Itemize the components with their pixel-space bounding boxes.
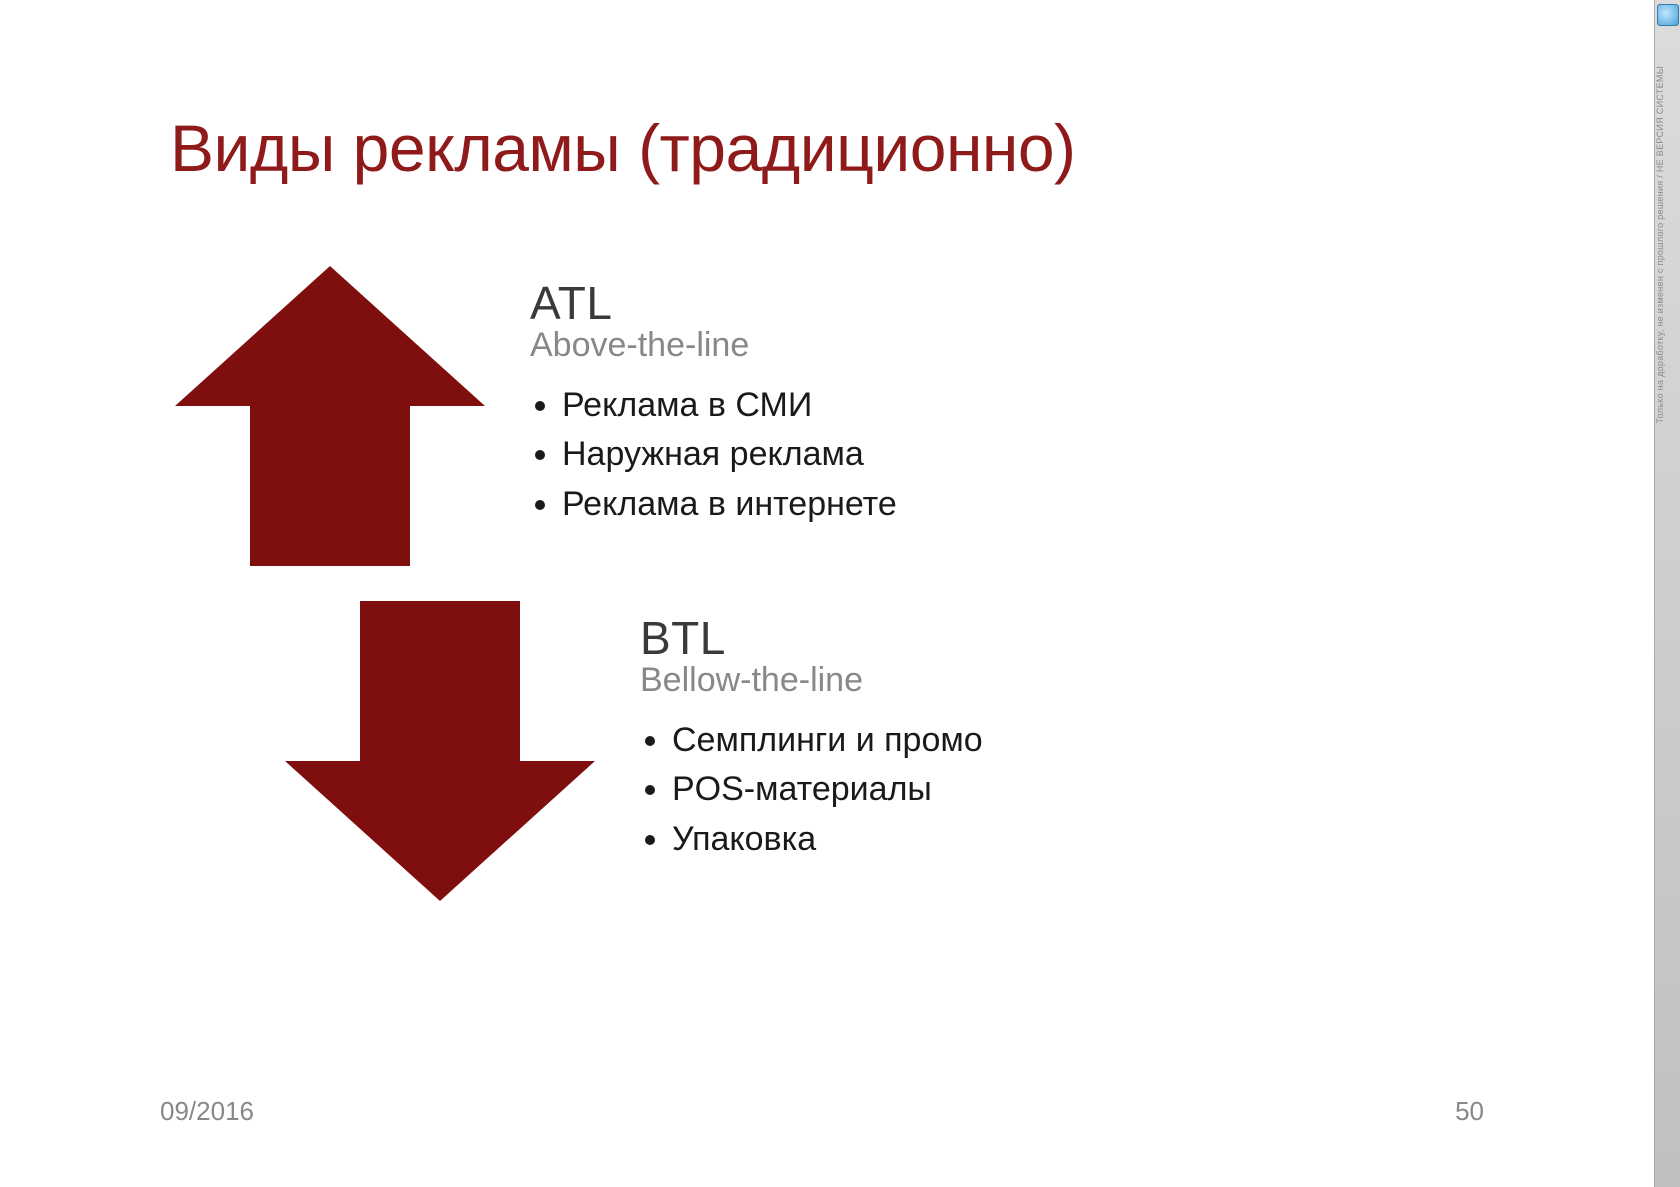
atl-bullets: Реклама в СМИ Наружная реклама Реклама в… xyxy=(562,381,897,529)
list-item: Реклама в СМИ xyxy=(562,381,897,430)
arrow-up-icon xyxy=(175,266,485,566)
content-area: ATL Above-the-line Реклама в СМИ Наружна… xyxy=(170,266,1504,901)
list-item: Семплинги и промо xyxy=(672,716,983,765)
list-item: POS-материалы xyxy=(672,765,983,814)
sidebar-caption: Только на доработку, не изменен с прошло… xyxy=(1655,66,1665,424)
atl-block: ATL Above-the-line Реклама в СМИ Наружна… xyxy=(175,266,1504,566)
footer-page-number: 50 xyxy=(1455,1096,1484,1127)
btl-subheading: Bellow-the-line xyxy=(640,661,983,700)
btl-text: BTL Bellow-the-line Семплинги и промо PO… xyxy=(640,601,983,864)
atl-subheading: Above-the-line xyxy=(530,326,897,365)
slide-footer: 09/2016 50 xyxy=(160,1096,1484,1127)
arrow-down-icon xyxy=(285,601,595,901)
btl-block: BTL Bellow-the-line Семплинги и промо PO… xyxy=(285,601,1504,901)
sidebar-app-icon[interactable] xyxy=(1657,4,1679,26)
slide-title: Виды рекламы (традиционно) xyxy=(170,110,1504,186)
footer-date: 09/2016 xyxy=(160,1096,254,1127)
list-item: Реклама в интернете xyxy=(562,480,897,529)
right-sidebar: Только на доработку, не изменен с прошло… xyxy=(1654,0,1680,1187)
btl-heading: BTL xyxy=(640,611,983,665)
atl-heading: ATL xyxy=(530,276,897,330)
atl-text: ATL Above-the-line Реклама в СМИ Наружна… xyxy=(530,266,897,529)
list-item: Наружная реклама xyxy=(562,430,897,479)
btl-bullets: Семплинги и промо POS-материалы Упаковка xyxy=(672,716,983,864)
list-item: Упаковка xyxy=(672,815,983,864)
slide: Виды рекламы (традиционно) ATL Above-the… xyxy=(0,0,1654,1187)
